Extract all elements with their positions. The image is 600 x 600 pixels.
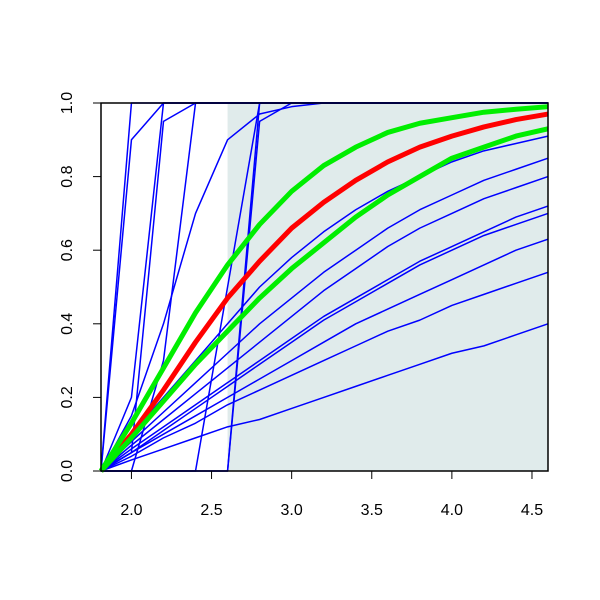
series-line: [100, 212, 549, 472]
y-tick-label: 0.6: [59, 239, 76, 261]
series-line: [99, 126, 549, 473]
series-line: [100, 157, 549, 472]
series-line: [99, 111, 549, 473]
series-line: [100, 205, 549, 472]
series-line: [98, 104, 549, 473]
y-tick-label: 0.0: [59, 460, 76, 482]
x-tick-label: 2.5: [200, 502, 222, 519]
x-tick-label: 3.0: [281, 502, 303, 519]
y-tick-label: 0.4: [59, 313, 76, 335]
plot-frame: [100, 102, 549, 472]
y-tick-label: 0.8: [59, 165, 76, 187]
series-line: [100, 238, 549, 472]
series-line: [100, 271, 549, 472]
x-tick-label: 2.0: [120, 502, 142, 519]
shaded-region: [227, 103, 548, 471]
x-tick-label: 3.5: [361, 502, 383, 519]
x-tick-label: 4.0: [441, 502, 463, 519]
series-line: [100, 323, 549, 472]
y-tick-label: 0.2: [59, 386, 76, 408]
x-tick-label: 4.5: [521, 502, 543, 519]
y-tick-label: 1.0: [59, 92, 76, 114]
series-line: [100, 175, 549, 472]
